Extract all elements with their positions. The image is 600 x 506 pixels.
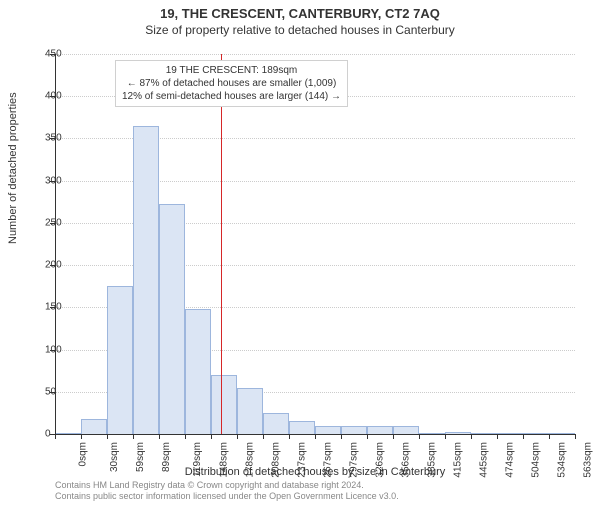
histogram-bar: [81, 419, 107, 434]
y-tick-label: 250: [45, 217, 47, 228]
y-tick-label: 100: [45, 344, 47, 355]
y-tick-label: 0: [45, 429, 47, 440]
histogram-bar: [237, 388, 263, 434]
chart-title-main: 19, THE CRESCENT, CANTERBURY, CT2 7AQ: [0, 6, 600, 21]
histogram-bar: [393, 426, 419, 434]
histogram-bar: [289, 421, 315, 434]
histogram-bar: [341, 426, 367, 434]
histogram-bar: [263, 413, 289, 434]
annotation-box: 19 THE CRESCENT: 189sqm ← 87% of detache…: [115, 60, 348, 107]
histogram-bar: [315, 426, 341, 434]
plot-region: 0sqm30sqm59sqm89sqm119sqm148sqm178sqm208…: [55, 54, 575, 434]
histogram-bar: [185, 309, 211, 434]
y-tick-label: 150: [45, 302, 47, 313]
histogram-bar: [367, 426, 393, 434]
chart-area: 0sqm30sqm59sqm89sqm119sqm148sqm178sqm208…: [55, 54, 575, 434]
y-tick-label: 350: [45, 133, 47, 144]
chart-title-sub: Size of property relative to detached ho…: [0, 23, 600, 37]
x-tick-mark: [575, 434, 576, 439]
y-tick-label: 300: [45, 175, 47, 186]
footer-attribution: Contains HM Land Registry data © Crown c…: [55, 480, 399, 502]
histogram-bar: [159, 204, 185, 434]
footer-line-1: Contains HM Land Registry data © Crown c…: [55, 480, 399, 491]
x-axis-label: Distribution of detached houses by size …: [55, 466, 575, 478]
y-tick-label: 400: [45, 91, 47, 102]
x-tick-label: 0sqm: [77, 442, 88, 466]
x-axis-line: [55, 434, 575, 435]
y-tick-label: 50: [45, 386, 47, 397]
y-axis-line: [55, 54, 56, 434]
histogram-bar: [211, 375, 237, 434]
annotation-line-3: 12% of semi-detached houses are larger (…: [122, 90, 341, 103]
y-axis-label: Number of detached properties: [7, 92, 19, 244]
x-tick-label: 563sqm: [583, 442, 594, 478]
reference-line: [221, 54, 222, 434]
gridline: [55, 54, 575, 55]
footer-line-2: Contains public sector information licen…: [55, 491, 399, 502]
y-tick-label: 200: [45, 260, 47, 271]
histogram-bar: [133, 126, 159, 434]
annotation-line-2: ← 87% of detached houses are smaller (1,…: [122, 77, 341, 90]
y-tick-label: 450: [45, 49, 47, 60]
histogram-bar: [107, 286, 133, 434]
annotation-line-1: 19 THE CRESCENT: 189sqm: [122, 64, 341, 77]
